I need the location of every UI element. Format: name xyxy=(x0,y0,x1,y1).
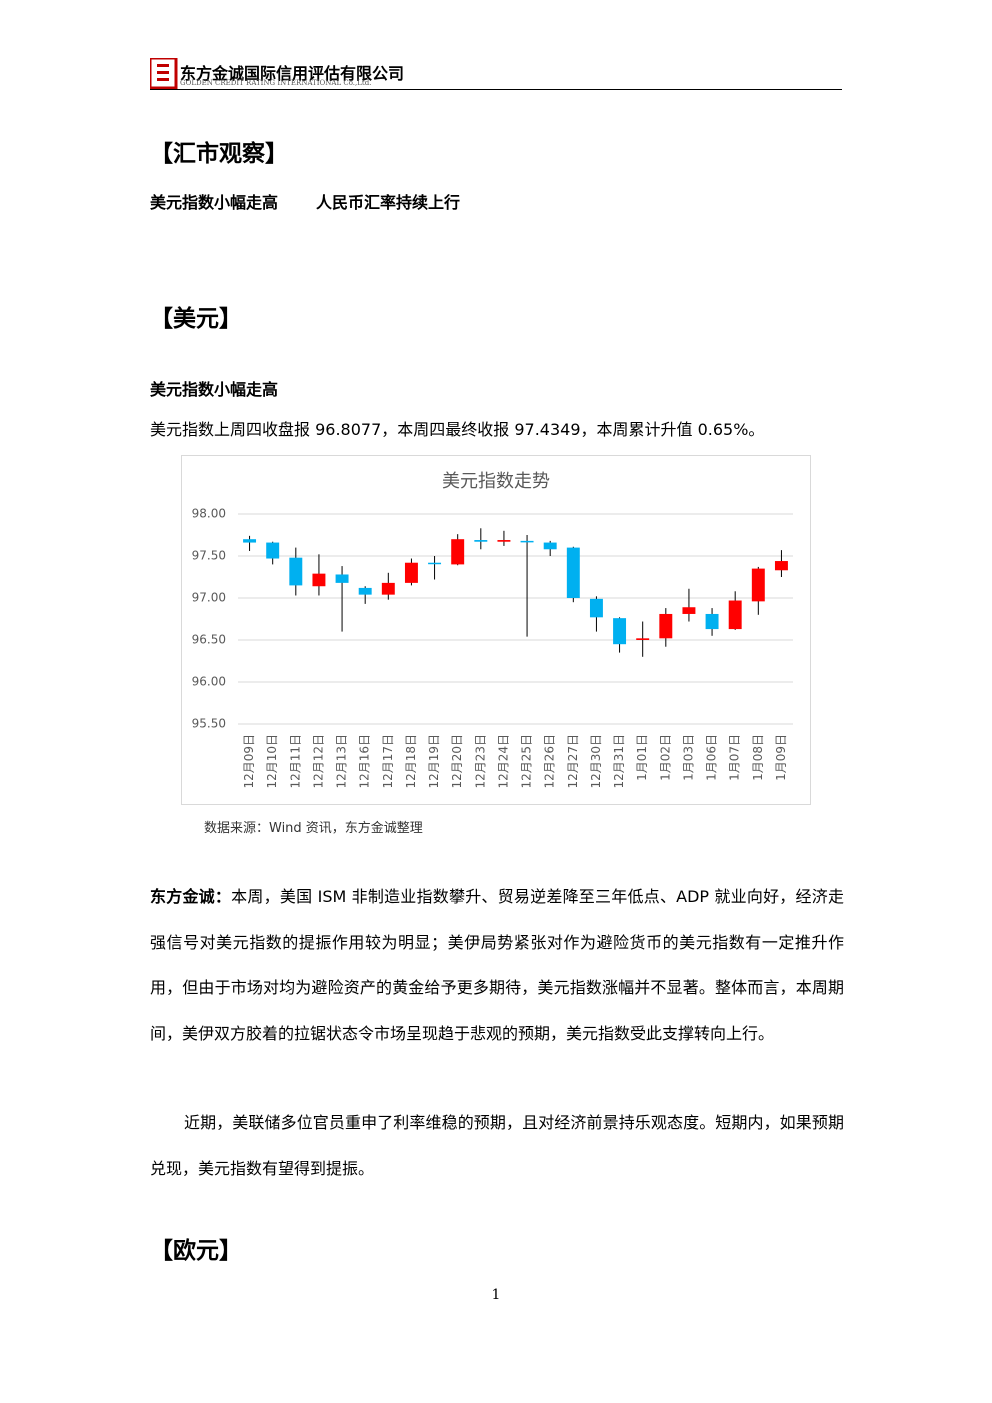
candle-body xyxy=(358,587,372,595)
chart-title: 美元指数走势 xyxy=(442,471,550,492)
x-tick-label: 12月11日 xyxy=(288,734,302,789)
x-tick-label: 1月08日 xyxy=(751,734,765,781)
candle-body xyxy=(728,600,742,630)
candle-body xyxy=(474,540,488,542)
outlook: 近期，美联储多位官员重申了利率维稳的预期，且对经济前景持乐观态度。短期内，如果预… xyxy=(150,1113,844,1178)
candle-body xyxy=(589,598,603,618)
candle-body xyxy=(335,574,349,583)
candle-body xyxy=(682,607,696,614)
x-tick-label: 12月13日 xyxy=(335,734,349,789)
candle-body xyxy=(543,542,557,550)
page-number: 1 xyxy=(491,1287,501,1303)
summary: 美元指数上周四收盘报 96.8077，本周四最终收报 97.4349，本周累计升… xyxy=(150,420,765,439)
company-name-en: GOLDEN CREDIT RATING INTERNATIONAL Co.,L… xyxy=(180,79,372,87)
y-tick-label: 98.00 xyxy=(192,507,226,521)
candle-body xyxy=(312,573,326,587)
x-tick-label: 1月03日 xyxy=(681,734,695,781)
candle-body xyxy=(428,562,442,565)
chart-source: 数据来源：Wind 资讯，东方金诚整理 xyxy=(204,821,423,836)
candle-body xyxy=(566,547,580,598)
section-title: 【欧元】 xyxy=(150,1238,242,1264)
subtitle: 美元指数小幅走高 xyxy=(150,380,279,399)
candle-body xyxy=(404,562,418,583)
x-tick-label: 12月23日 xyxy=(473,734,487,789)
candle-body xyxy=(774,561,788,571)
analysis-label: 东方金诚： xyxy=(150,887,232,906)
candle-body xyxy=(266,542,280,559)
y-tick-label: 97.00 xyxy=(192,591,226,605)
candle-body xyxy=(289,557,303,586)
x-tick-label: 1月09日 xyxy=(774,734,788,781)
x-tick-label: 1月06日 xyxy=(705,734,719,781)
y-tick-label: 96.50 xyxy=(192,633,226,647)
headline: 人民币汇率持续上行 xyxy=(316,193,461,212)
company-name: 东方金诚国际信用评估有限公司 xyxy=(180,64,405,83)
analysis-text: 本周，美国 ISM 非制造业指数攀升、贸易逆差降至三年低点、ADP 就业向好，经… xyxy=(150,887,844,1043)
candle-body xyxy=(636,638,650,640)
y-tick-label: 96.00 xyxy=(192,675,226,689)
x-tick-label: 12月18日 xyxy=(404,734,418,789)
x-tick-label: 12月10日 xyxy=(265,734,279,789)
headline: 美元指数小幅走高 xyxy=(150,193,279,212)
candle-body xyxy=(381,582,395,595)
section-title: 【美元】 xyxy=(150,306,242,332)
x-tick-label: 12月25日 xyxy=(520,734,534,789)
x-tick-label: 12月20日 xyxy=(450,734,464,789)
candle-body xyxy=(497,540,511,542)
candle-body xyxy=(613,618,627,645)
x-tick-label: 12月26日 xyxy=(543,734,557,789)
x-tick-label: 12月24日 xyxy=(496,734,510,789)
x-tick-label: 12月30日 xyxy=(589,734,603,789)
x-tick-label: 1月01日 xyxy=(635,734,649,781)
x-tick-label: 12月27日 xyxy=(566,734,580,789)
candle-body xyxy=(243,539,257,543)
x-tick-label: 12月16日 xyxy=(358,734,372,789)
y-tick-label: 95.50 xyxy=(192,717,226,731)
analysis: 东方金诚：本周，美国 ISM 非制造业指数攀升、贸易逆差降至三年低点、ADP 就… xyxy=(150,874,844,1056)
x-tick-label: 12月12日 xyxy=(311,734,325,789)
logo xyxy=(150,58,178,90)
candle-body xyxy=(751,568,765,602)
chart: 美元指数走势 95.50 96.00 96.50 97.00 97.50 98.00 12月… xyxy=(181,455,811,805)
header-rule xyxy=(150,89,842,90)
candle-body xyxy=(705,613,719,630)
x-tick-label: 12月19日 xyxy=(427,734,441,789)
x-tick-label: 1月02日 xyxy=(658,734,672,781)
x-tick-label: 12月31日 xyxy=(612,734,626,789)
x-tick-label: 1月07日 xyxy=(728,734,742,781)
x-tick-label: 12月17日 xyxy=(381,734,395,789)
x-tick-label: 12月09日 xyxy=(242,734,256,789)
candle-body xyxy=(520,540,534,543)
candle-body xyxy=(451,539,465,565)
y-tick-label: 97.50 xyxy=(192,549,226,563)
section-title: 【汇市观察】 xyxy=(150,141,288,167)
candle-body xyxy=(659,613,673,639)
